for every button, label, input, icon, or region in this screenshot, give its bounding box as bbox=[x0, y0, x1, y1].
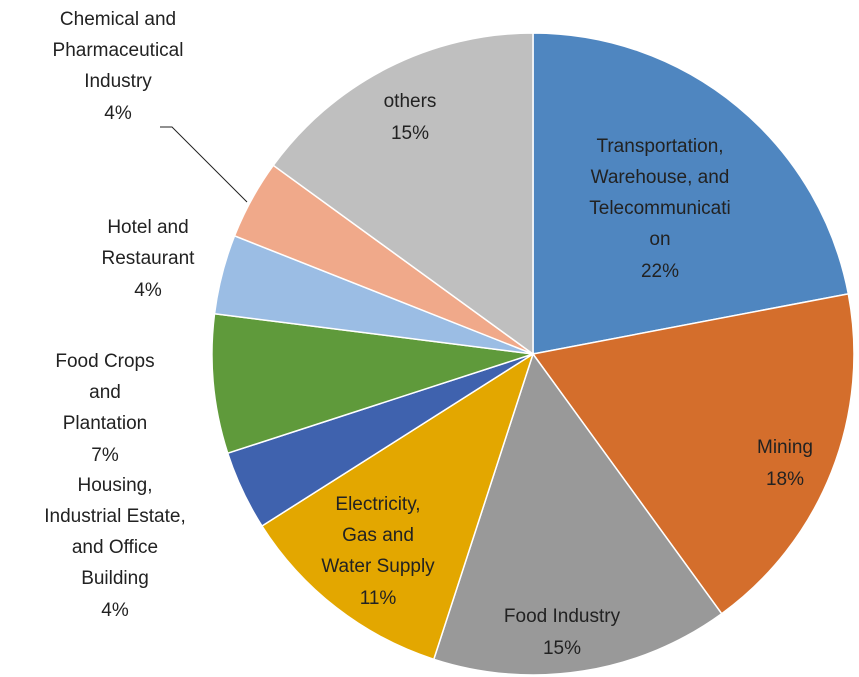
slice-label: others bbox=[384, 91, 437, 112]
slice-value-label: 4% bbox=[104, 103, 132, 124]
slice-value-label: 7% bbox=[91, 445, 119, 466]
pie-slice bbox=[532, 32, 850, 355]
slice-value-label: 15% bbox=[391, 123, 429, 144]
slice-label: Chemical and Pharmaceutical Industry bbox=[53, 9, 184, 92]
slice-value-label: 4% bbox=[101, 600, 129, 621]
slice-label: Housing, Industrial Estate, and Office Buil… bbox=[44, 475, 186, 589]
slice-label: Food Crops and Plantation bbox=[55, 351, 154, 434]
slice-value-label: 22% bbox=[641, 261, 679, 282]
slice-label: Electricity, Gas and Water Supply bbox=[321, 494, 435, 577]
pie-slice bbox=[260, 352, 535, 661]
pie bbox=[211, 32, 855, 676]
slice-value-label: 4% bbox=[134, 280, 162, 301]
slice-label: Transportation, Warehouse, and Telecommuni… bbox=[589, 136, 731, 250]
slice-value-label: 15% bbox=[543, 638, 581, 659]
leader-line bbox=[160, 126, 248, 203]
pie-slice bbox=[272, 32, 534, 356]
slice-label: Mining bbox=[757, 437, 813, 458]
pie-slice bbox=[531, 292, 855, 615]
slice-label: Hotel and Restaurant bbox=[102, 217, 196, 269]
pie-slice bbox=[432, 352, 723, 676]
pie-slice bbox=[211, 312, 534, 455]
labels: Transportation, Warehouse, and Telecommuni… bbox=[44, 9, 813, 659]
slice-value-label: 18% bbox=[766, 469, 804, 490]
slice-value-label: 11% bbox=[360, 588, 397, 609]
slice-label: Food Industry bbox=[504, 606, 621, 627]
